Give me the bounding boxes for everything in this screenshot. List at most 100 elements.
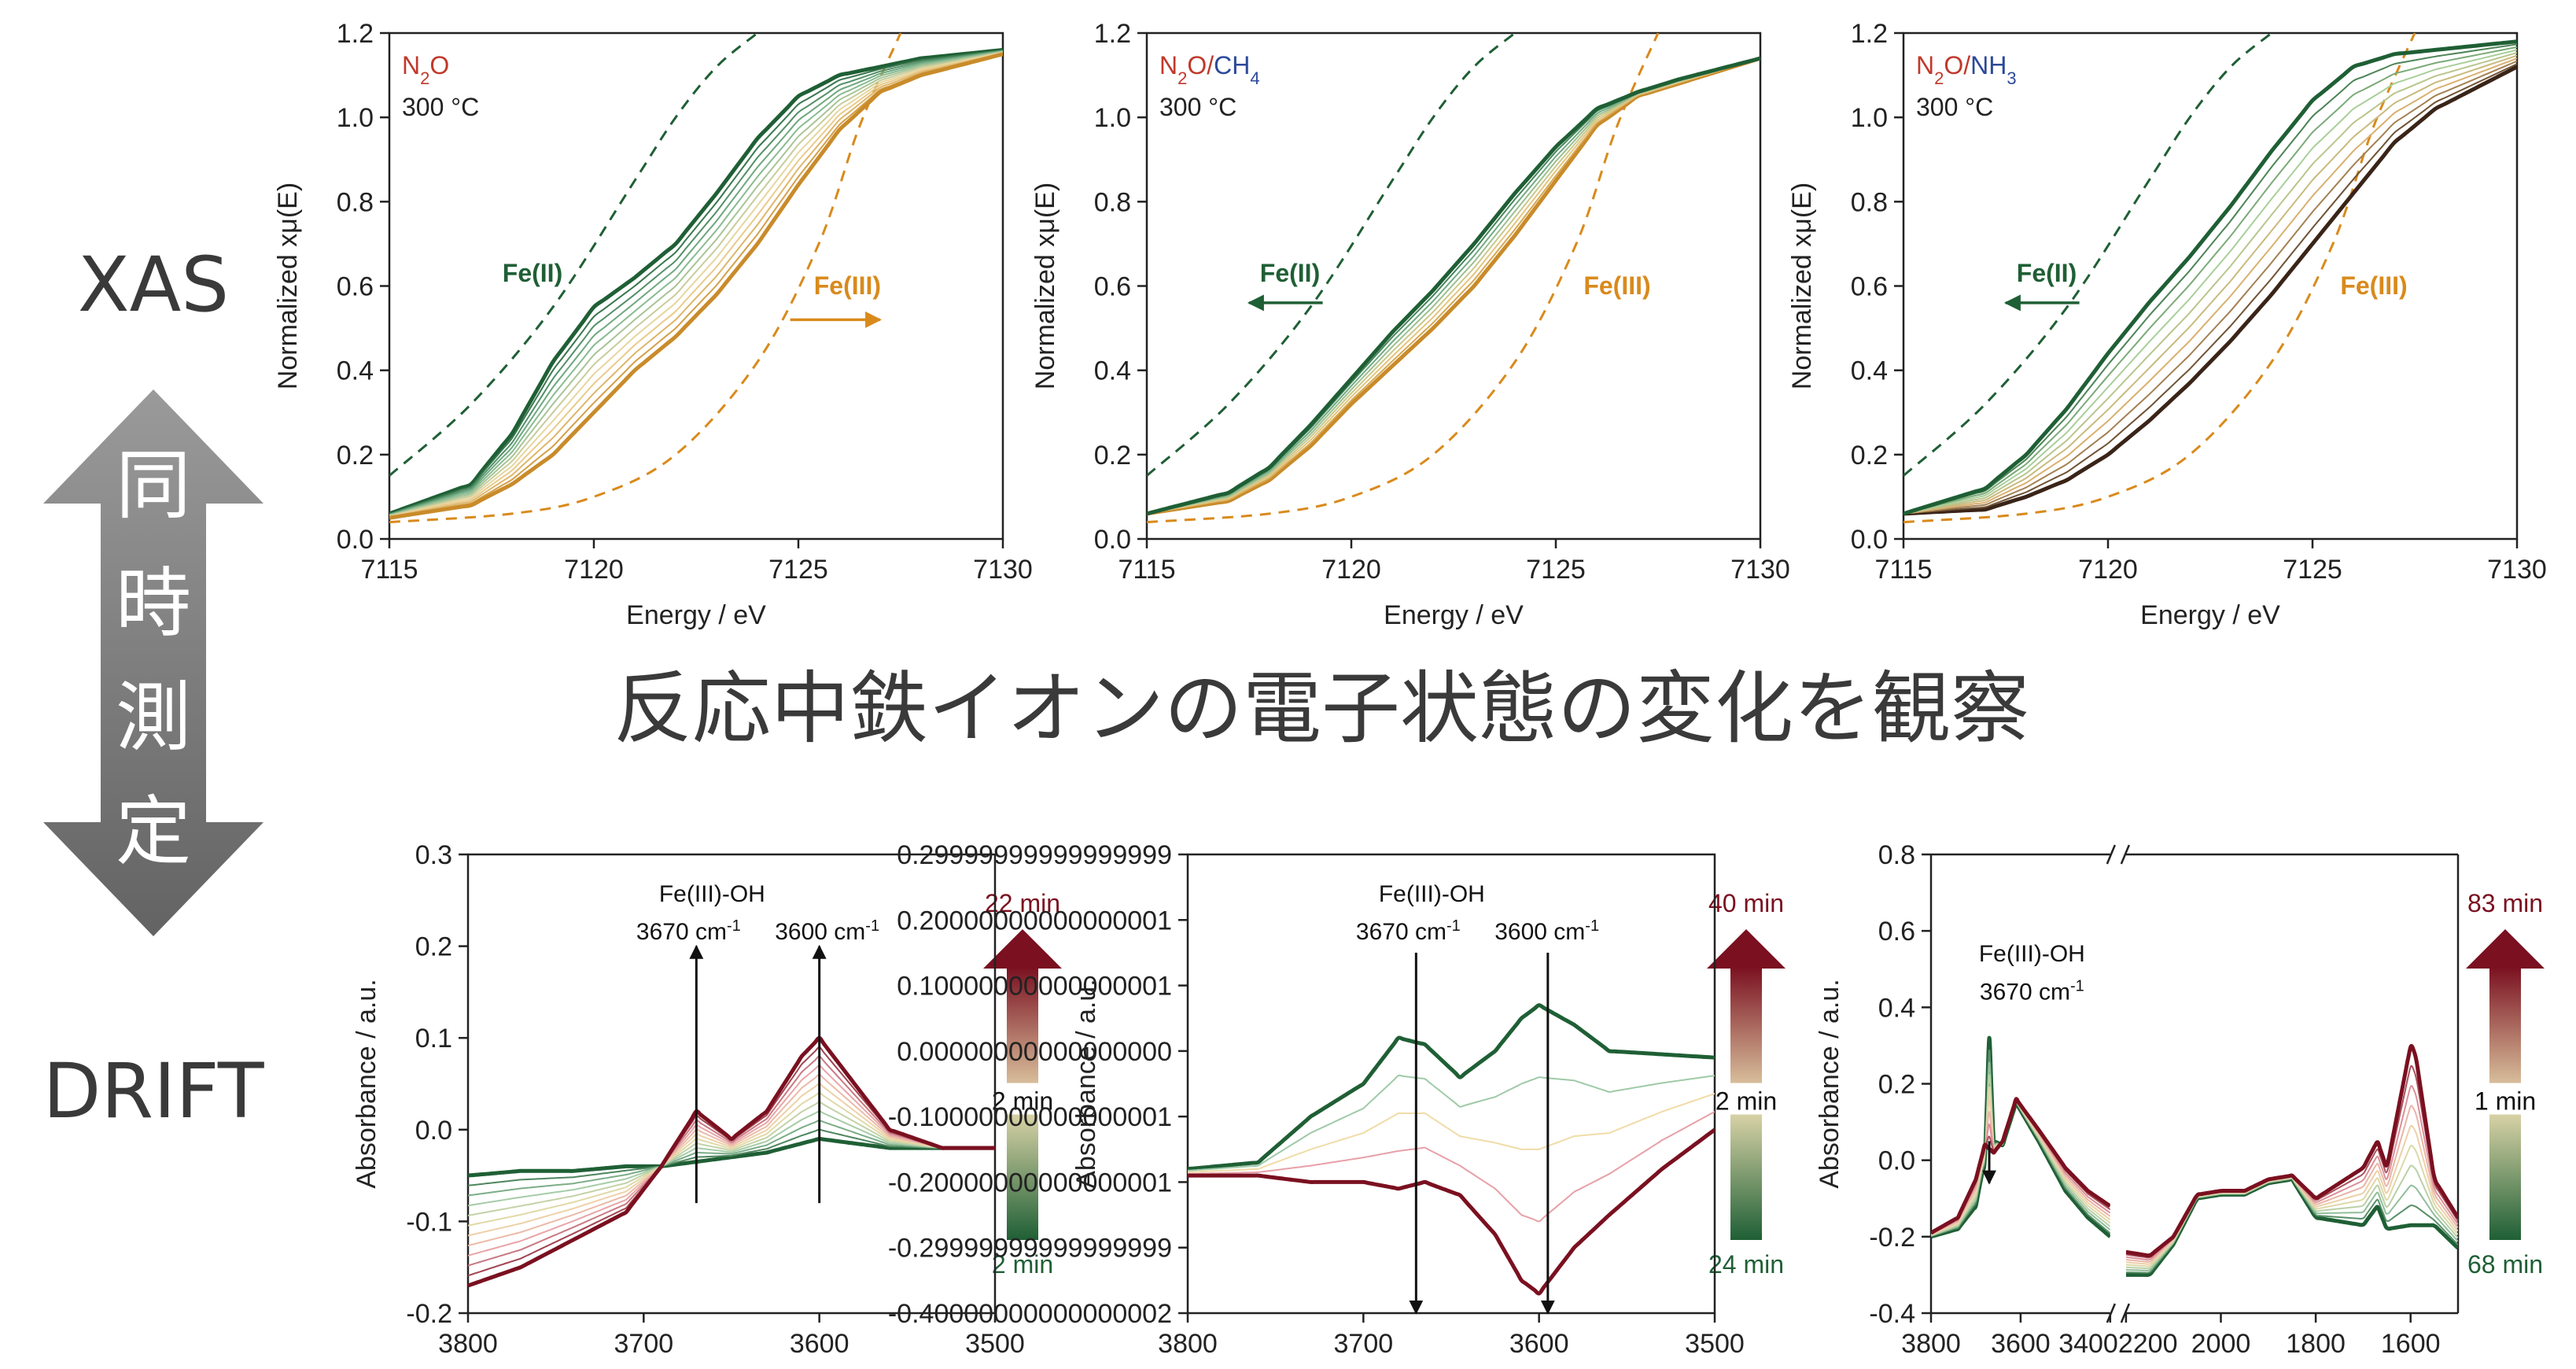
y-tick-label: 0.8 <box>337 187 374 217</box>
fe3-reference-dashed-line <box>1147 33 1660 524</box>
gas-label-part: O <box>429 51 449 79</box>
gas-label: N2O/NH3 <box>1916 51 2017 88</box>
plot-frame <box>1145 31 1762 541</box>
temperature-label: 300 °C <box>1159 93 1236 121</box>
y-axis-title: Normalized xμ(E) <box>1030 183 1060 389</box>
colorbar-arrowhead <box>983 929 1062 969</box>
series-intermediate-line <box>389 51 1003 517</box>
x-tick-label: 1800 <box>2286 1329 2346 1359</box>
y-tick-label: 0.1 <box>415 1024 452 1054</box>
series-last-line <box>1903 39 2517 516</box>
x-tick-label: 1600 <box>2381 1329 2441 1359</box>
series-last-line <box>1931 1097 2110 1235</box>
peak-label-text: 3600 cm <box>1494 919 1585 945</box>
colorbar-top-label: 40 min <box>1708 889 1784 917</box>
x-tick-label: 3600 <box>1509 1329 1569 1359</box>
series-intermediate-line <box>468 1110 995 1207</box>
xas-panel-3: 7115 7120 7125 7130 0.0 0.2 0.4 0.6 0.8 1.0 1.2 Ene… <box>1787 19 2547 630</box>
peak-label-superscript: -1 <box>865 917 879 935</box>
y-tick-label: 0.00000000000000000 <box>897 1037 1172 1067</box>
peak-label-superscript: -1 <box>1585 917 1599 935</box>
gas-label-part: N <box>1159 51 1177 79</box>
peak-label-text: 3670 cm <box>1356 919 1446 945</box>
y-tick-label: 0.2 <box>337 441 374 470</box>
axis-break-mark <box>2106 844 2117 865</box>
x-tick-label: 7120 <box>2078 555 2138 585</box>
fe2-reference-dashed-line <box>1903 33 2272 477</box>
colorbar-top-label: 22 min <box>985 889 1060 917</box>
series-intermediate-line <box>389 50 1003 515</box>
fe2-label: Fe(II) <box>2017 259 2077 287</box>
gas-label-part: / <box>1963 51 1970 79</box>
series-intermediate-line <box>389 53 1003 518</box>
peak-label: 3600 cm-1 <box>775 917 879 945</box>
y-tick-label: 0.8 <box>1094 187 1131 217</box>
y-tick-label: 0.3 <box>415 840 452 870</box>
series-intermediate-line <box>468 1120 995 1197</box>
series-intermediate-line <box>1903 63 2517 515</box>
series-intermediate-line <box>1147 57 1760 515</box>
y-tick-label: 0.6 <box>1851 272 1888 302</box>
y-tick-label: 1.0 <box>1094 103 1131 133</box>
y-tick-label: 0.4 <box>337 356 374 386</box>
plot-frame <box>388 31 1004 541</box>
y-tick-label: -0.20000000000000001 <box>888 1168 1172 1197</box>
y-tick-label: 0.2 <box>1094 441 1131 470</box>
y-tick-label: 1.2 <box>337 19 374 49</box>
fe3-label: Fe(III) <box>2340 271 2407 300</box>
peak-label-superscript: -1 <box>1446 917 1461 935</box>
arrow-char-1: 同 <box>116 441 191 530</box>
series-first-line <box>1188 1003 1715 1172</box>
colorbar-mid-mask <box>1715 1083 1778 1115</box>
series-last-line <box>1147 56 1760 516</box>
x-tick-label-right-start: 2200 <box>2118 1329 2178 1359</box>
x-axis-title: Energy / eV <box>626 600 766 630</box>
peak-label-superscript: -1 <box>727 917 741 935</box>
annotation-title: Fe(III)-OH <box>1379 881 1485 907</box>
y-tick-label: 0.2 <box>1851 441 1888 470</box>
series-intermediate-line <box>1903 60 2517 515</box>
series-intermediate-line <box>468 1101 995 1216</box>
series-intermediate-line <box>389 51 1003 518</box>
series-intermediate-line <box>1903 54 2517 515</box>
colorbar-arrowhead <box>2466 929 2545 969</box>
x-tick-label: 3500 <box>1685 1329 1745 1359</box>
series-last-line <box>1188 1127 1715 1296</box>
x-tick-label: 7125 <box>2283 555 2342 585</box>
series-intermediate-line <box>468 1073 995 1247</box>
series-first-line <box>1903 65 2517 516</box>
y-tick-label: 0.0 <box>1851 525 1888 555</box>
series-intermediate-line <box>1147 57 1760 515</box>
series-intermediate-line <box>1931 1049 2110 1238</box>
y-tick-label: 0.20000000000000001 <box>897 906 1172 935</box>
y-tick-label: 1.2 <box>1094 19 1131 49</box>
plot-frame <box>466 853 997 1315</box>
series-intermediate-line <box>468 1055 995 1267</box>
gas-label-part: / <box>1207 51 1214 79</box>
fe2-label: Fe(II) <box>1260 259 1320 287</box>
colorbar-bottom-label: 2 min <box>992 1250 1053 1279</box>
gas-label-subscript: 3 <box>2007 68 2016 88</box>
series-intermediate-line <box>1903 43 2517 515</box>
x-tick-label: 7115 <box>1118 555 1175 585</box>
series-intermediate-line <box>468 1083 995 1237</box>
plot-frame <box>1186 853 1716 1315</box>
series-intermediate-line <box>468 1065 995 1256</box>
colorbar-mid-mask <box>991 1083 1054 1115</box>
y-tick-label: 0.6 <box>1878 917 1915 946</box>
y-axis-title: Absorbance / a.u. <box>1071 979 1101 1189</box>
series-intermediate-line <box>1903 46 2517 515</box>
series-intermediate-line <box>389 50 1003 516</box>
colorbar-top-label: 83 min <box>2467 889 2543 917</box>
peak-label-superscript: -1 <box>2070 978 2084 995</box>
axis-break-mark <box>2120 844 2131 865</box>
caption-observation: 反応中鉄イオンの電子状態の変化を観察 <box>614 662 2029 755</box>
series-intermediate-line <box>2125 1144 2458 1268</box>
series-intermediate-line <box>1903 52 2517 515</box>
arrow-char-3: 測 <box>116 673 191 762</box>
series-intermediate-line <box>389 52 1003 518</box>
peak-label-text: 3670 cm <box>636 919 727 945</box>
gas-label-subscript: 2 <box>1177 68 1187 88</box>
gas-label-part: CH <box>1214 51 1250 79</box>
